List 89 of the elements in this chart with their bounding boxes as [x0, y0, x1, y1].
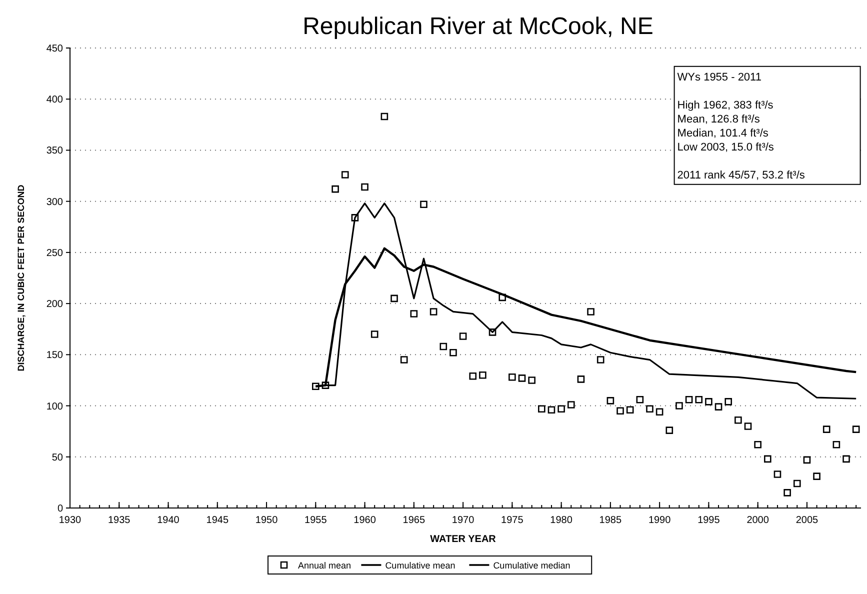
annotation: 2011 rank 45/57, 53.2 ft³/s: [677, 169, 806, 182]
point: [459, 332, 467, 340]
point: [380, 112, 388, 120]
annotation: High 1962, 383 ft³/s: [677, 99, 774, 112]
annotation: Low 2003, 15.0 ft³/s: [677, 141, 774, 154]
legend-label: Cumulative mean: [385, 560, 456, 570]
point: [695, 396, 703, 404]
point: [567, 401, 575, 408]
point: [764, 455, 772, 463]
point: [714, 403, 722, 410]
point: [430, 308, 438, 316]
point: [518, 374, 526, 382]
point: [676, 402, 683, 410]
point: [548, 406, 556, 414]
y-tick-label: 150: [46, 350, 64, 362]
x-tick-label: 1965: [402, 515, 426, 526]
point: [420, 200, 428, 208]
x-tick-label: 1950: [255, 515, 278, 526]
point: [440, 342, 448, 350]
x-tick-label: 1935: [108, 515, 131, 526]
point: [656, 408, 664, 416]
point: [361, 183, 368, 191]
point: [646, 405, 654, 412]
point: [724, 398, 732, 406]
y-tick-label: 300: [46, 196, 64, 208]
point: [606, 397, 614, 404]
point: [813, 472, 820, 480]
x-tick-label: 1995: [698, 515, 720, 526]
point: [744, 422, 752, 430]
y-tick-label: 250: [46, 248, 64, 259]
y-tick-label: 100: [46, 401, 64, 412]
x-tick-label: 1945: [206, 515, 229, 526]
x-tick-label: 1940: [157, 515, 180, 526]
x-tick-label: 2000: [746, 515, 770, 526]
x-tick-label: 2005: [796, 515, 819, 526]
point: [822, 426, 830, 433]
point: [803, 456, 811, 464]
point: [370, 330, 378, 338]
point: [626, 406, 634, 414]
x-tick-label: 1990: [648, 515, 672, 526]
point: [528, 376, 536, 384]
point: [596, 356, 604, 364]
point: [774, 470, 782, 478]
point: [852, 426, 860, 433]
point: [587, 308, 594, 316]
y-tick-label: 50: [52, 452, 64, 464]
point: [332, 185, 339, 193]
point: [400, 356, 408, 364]
y-tick-label: 0: [57, 504, 64, 514]
x-tick-label: 1975: [501, 515, 524, 526]
point: [734, 416, 742, 424]
point: [793, 480, 801, 488]
point: [685, 396, 693, 404]
x-tick-label: 1985: [599, 515, 622, 526]
point: [754, 440, 762, 448]
annotation: Mean, 126.8 ft³/s: [677, 113, 760, 126]
point: [410, 310, 418, 318]
x-tick-label: 1955: [304, 515, 328, 526]
y-tick-label: 200: [46, 299, 64, 310]
point: [390, 294, 398, 302]
x-tick-label: 1960: [354, 515, 376, 526]
point: [450, 348, 457, 356]
point: [784, 489, 791, 496]
point: [666, 426, 674, 434]
x-tick-label: 1980: [550, 515, 573, 526]
x-tick-label: 1930: [58, 515, 82, 526]
annotation: WYs 1955 - 2011: [677, 71, 762, 84]
legend-label: Annual mean: [298, 560, 352, 570]
point: [508, 374, 516, 381]
point: [616, 407, 624, 415]
y-axis-title: DISCHARGE, IN CUBIC FEET PER SECOND: [16, 184, 26, 372]
point: [341, 171, 349, 178]
x-axis-title: WATER YEAR: [430, 534, 497, 545]
x-tick-label: 1970: [452, 515, 475, 526]
y-tick-label: 450: [46, 44, 64, 54]
point: [705, 398, 712, 406]
y-tick-label: 400: [46, 94, 64, 106]
legend-label: Cumulative median: [493, 560, 570, 570]
point: [538, 405, 546, 412]
point: [558, 405, 565, 412]
y-tick-label: 350: [46, 146, 64, 157]
chart-title: Republican River at McCook, NE: [302, 13, 654, 40]
annotation: Median, 101.4 ft³/s: [677, 127, 769, 140]
point: [577, 376, 585, 383]
point: [469, 372, 477, 380]
point: [832, 440, 840, 448]
point: [842, 455, 850, 463]
point: [479, 371, 486, 379]
point: [636, 396, 644, 404]
